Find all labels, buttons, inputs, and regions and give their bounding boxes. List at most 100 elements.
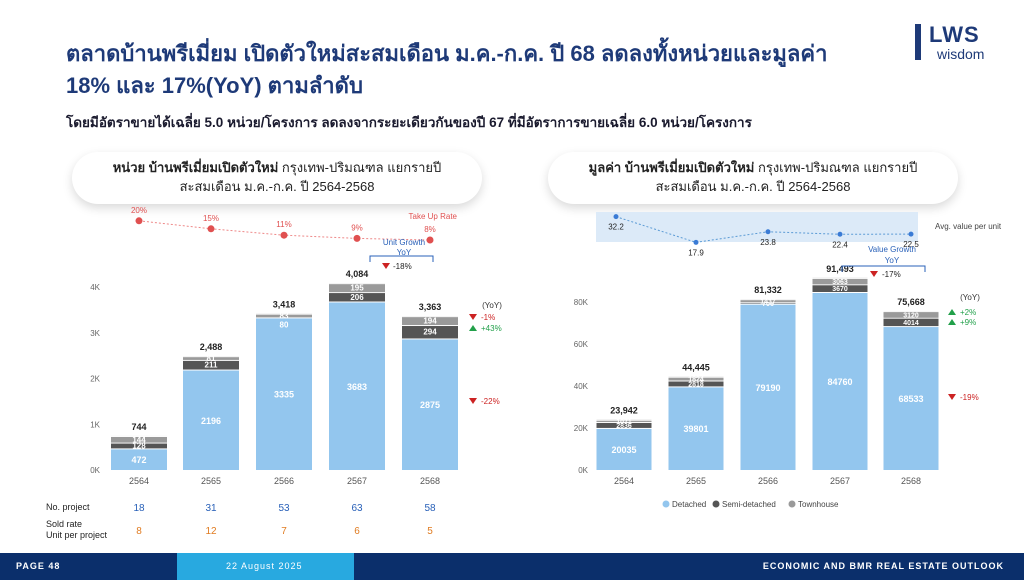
value-bar-value-label: 2836	[616, 423, 632, 430]
units-bar-segment-townhouse	[329, 283, 385, 293]
table-no-project-value: 18	[133, 503, 145, 514]
value-bar-value-label: 1824	[688, 377, 704, 384]
units-yoy-value: +43%	[481, 324, 502, 333]
value-bar-separator	[668, 376, 724, 378]
avg-value-band	[596, 212, 918, 242]
units-total-label: 3,363	[419, 302, 442, 312]
units-bar-value-label: 3683	[347, 382, 367, 392]
units-bar-segment-detached	[402, 338, 458, 470]
units-total-label: 744	[131, 422, 146, 432]
value-growth-value: -17%	[882, 270, 901, 279]
units-bar-value-label: 194	[423, 317, 437, 326]
avg-value-point	[908, 231, 914, 237]
legend-label-townhouse: Townhouse	[798, 500, 839, 509]
value-x-tick-label: 2567	[830, 476, 850, 486]
value-x-tick-label: 2565	[686, 476, 706, 486]
units-yoy-header: (YoY)	[482, 301, 502, 310]
units-bar-segment-townhouse	[183, 356, 239, 360]
value-y-tick-label: 40K	[574, 382, 589, 391]
footer-bar: PAGE 48 22 August 2025 ECONOMIC AND BMR …	[0, 553, 1024, 580]
avg-value-point	[837, 231, 843, 237]
table-unit-per-project-value: 6	[354, 526, 360, 537]
units-bar-segment-townhouse	[111, 435, 167, 443]
value-total-label: 75,668	[897, 297, 925, 307]
logo-sub-text: wisdom	[937, 46, 985, 62]
units-x-tick-label: 2565	[201, 476, 221, 486]
units-total-label: 2,488	[200, 342, 223, 352]
value-bar-value-label: 3120	[903, 312, 919, 319]
up-triangle-icon	[948, 319, 956, 325]
unit-growth-label: Unit Growth	[383, 238, 425, 247]
value-bar-value-label: 68533	[898, 394, 923, 404]
value-bar-value-label: 1071	[616, 419, 632, 426]
legend-swatch-townhouse	[788, 500, 796, 508]
units-bar-separator	[183, 356, 239, 358]
value-bar-segment-townhouse	[812, 277, 868, 285]
units-bar-separator	[111, 435, 167, 437]
units-bar-separator	[329, 283, 385, 285]
avg-value-label: 22.5	[903, 240, 919, 249]
units-bar-separator	[183, 369, 239, 371]
units-bar-separator	[256, 313, 312, 315]
avg-value-label: 23.8	[760, 238, 776, 247]
down-triangle-icon	[382, 263, 390, 269]
value-bar-value-label: 39801	[683, 424, 708, 434]
units-yoy-value: -22%	[481, 397, 500, 406]
units-chart-title-card: หน่วย บ้านพรีเมี่ยมเปิดตัวใหม่ กรุงเทพ-ป…	[72, 152, 482, 204]
value-bar-segment-detached	[883, 326, 939, 470]
units-y-tick-label: 4K	[90, 283, 100, 292]
value-x-tick-label: 2568	[901, 476, 921, 486]
footer-date-band	[177, 553, 354, 580]
units-bar-separator	[402, 338, 458, 340]
avg-value-label: 22.4	[832, 240, 848, 249]
value-bar-value-label: 79190	[755, 383, 780, 393]
value-bar-value-label: 4014	[903, 320, 919, 327]
value-bar-separator	[740, 302, 796, 304]
value-card-line2: สะสมเดือน ม.ค.-ก.ค. ปี 2564-2568	[655, 179, 851, 194]
footer-report-title: ECONOMIC AND BMR REAL ESTATE OUTLOOK	[762, 561, 1004, 571]
logo-main-text: LWS	[929, 22, 980, 47]
units-bar-segment-detached	[183, 369, 239, 470]
units-bar-value-label: 81	[207, 354, 216, 363]
down-triangle-icon	[948, 394, 956, 400]
units-bar-value-label: 2196	[201, 416, 221, 426]
value-bar-separator	[668, 380, 724, 382]
legend-label-detached: Detached	[672, 500, 706, 509]
take-up-rate-label: 11%	[276, 220, 291, 229]
value-yoy-value: +9%	[960, 318, 976, 327]
value-yoy-value: +2%	[960, 308, 976, 317]
value-bar-separator	[812, 284, 868, 286]
units-bar-value-label: 83	[280, 312, 289, 321]
down-triangle-icon	[469, 314, 477, 320]
units-bar-separator	[402, 316, 458, 318]
table-unit-per-project-value: 8	[136, 526, 142, 537]
units-total-label: 3,418	[273, 300, 296, 310]
page-title: ตลาดบ้านพรีเมี่ยม เปิดตัวใหม่สะสมเดือน ม…	[66, 38, 896, 102]
table-unit-per-project-value: 5	[427, 526, 433, 537]
value-bar-value-label: 3670	[832, 286, 848, 293]
value-bar-segment-townhouse	[740, 299, 796, 303]
units-bar-value-label: 206	[350, 293, 364, 302]
take-up-rate-point	[353, 234, 361, 242]
value-bar-value-label: 2818	[688, 381, 704, 388]
value-total-label: 44,445	[682, 363, 710, 373]
down-triangle-icon	[870, 271, 878, 277]
avg-value-point	[693, 239, 699, 245]
units-y-tick-label: 2K	[90, 375, 100, 384]
take-up-rate-point	[207, 225, 215, 233]
value-chart-title-card: มูลค่า บ้านพรีเมี่ยมเปิดตัวใหม่ กรุงเทพ-…	[548, 152, 958, 204]
table-unit-per-project-value: 7	[281, 526, 287, 537]
value-bar-separator	[812, 277, 868, 279]
value-growth-bracket	[841, 265, 926, 272]
units-bar-value-label: 128	[132, 441, 146, 450]
value-bar-separator	[740, 303, 796, 305]
avg-value-label: 17.9	[688, 248, 704, 257]
value-bar-separator	[883, 311, 939, 313]
take-up-rate-label: 15%	[203, 214, 219, 223]
value-total-label: 91,493	[826, 264, 854, 274]
value-y-tick-label: 20K	[574, 424, 589, 433]
take-up-rate-point	[280, 231, 288, 239]
value-bar-separator	[883, 326, 939, 328]
table-unit-per-project-value: 12	[205, 526, 217, 537]
value-bar-separator	[740, 299, 796, 301]
